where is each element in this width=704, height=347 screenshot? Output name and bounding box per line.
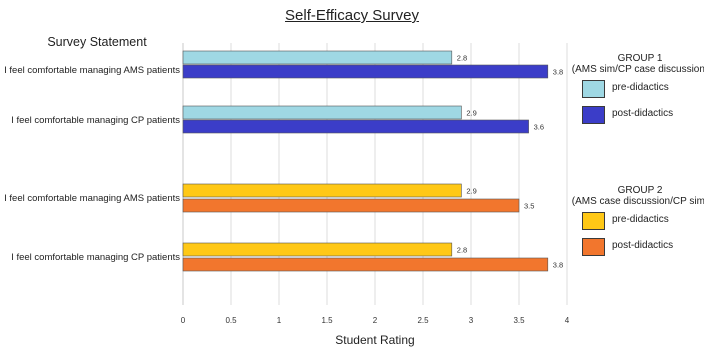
legend-group-2-subtitle: (AMS case discussion/CP sim) (571, 196, 704, 207)
bar-pre-3 (182, 183, 462, 198)
x-tick-label-0: 0 (181, 316, 186, 325)
x-tick-label-3: 1.5 (321, 316, 333, 325)
legend-swatch-g1-post (582, 106, 605, 124)
legend-label-g1-pre: pre-didactics (612, 82, 669, 93)
legend-group-1-title: GROUP 1 (617, 53, 663, 64)
x-tick-label-7: 3.5 (513, 316, 525, 325)
data-label-pre-3: 2.9 (466, 187, 476, 196)
legend-group-1-subtitle: (AMS sim/CP case discussion) (571, 64, 704, 75)
legend-label-g2-post: post-didactics (612, 240, 674, 251)
data-label-post-4: 3.8 (553, 261, 563, 270)
legend-swatch-g2-post (582, 238, 605, 256)
data-label-post-3: 3.5 (524, 202, 534, 211)
bar-pre-1 (182, 50, 453, 65)
bar-post-1 (182, 64, 549, 79)
category-label-4: I feel comfortable managing CP patients (11, 252, 180, 263)
x-axis-label: Student Rating (335, 333, 415, 347)
x-tick-label-4: 2 (373, 316, 378, 325)
x-tick-label-1: 0.5 (225, 316, 237, 325)
bar-post-4 (182, 257, 549, 272)
data-label-post-1: 3.8 (553, 68, 563, 77)
category-label-1: I feel comfortable managing AMS patients (4, 65, 180, 76)
chart-title: Self-Efficacy Survey (285, 7, 419, 24)
bar-post-2 (182, 119, 529, 134)
legend-group-2-title: GROUP 2 (617, 185, 663, 196)
data-label-pre-4: 2.8 (457, 246, 467, 255)
x-tick-label-2: 1 (277, 316, 282, 325)
x-tick-label-8: 4 (565, 316, 570, 325)
data-label-post-2: 3.6 (534, 123, 544, 132)
bar-post-3 (182, 198, 520, 213)
data-label-pre-2: 2.9 (466, 109, 476, 118)
legend-swatch-g1-pre (582, 80, 605, 98)
data-label-pre-1: 2.8 (457, 54, 467, 63)
category-label-2: I feel comfortable managing CP patients (11, 115, 180, 126)
category-label-3: I feel comfortable managing AMS patients (4, 193, 180, 204)
legend-label-g1-post: post-didactics (612, 108, 674, 119)
x-tick-label-6: 3 (469, 316, 474, 325)
bar-pre-2 (182, 105, 462, 120)
legend-label-g2-pre: pre-didactics (612, 214, 669, 225)
category-axis-header: Survey Statement (47, 35, 147, 49)
legend-swatch-g2-pre (582, 212, 605, 230)
bar-pre-4 (182, 242, 453, 257)
x-tick-label-5: 2.5 (417, 316, 429, 325)
